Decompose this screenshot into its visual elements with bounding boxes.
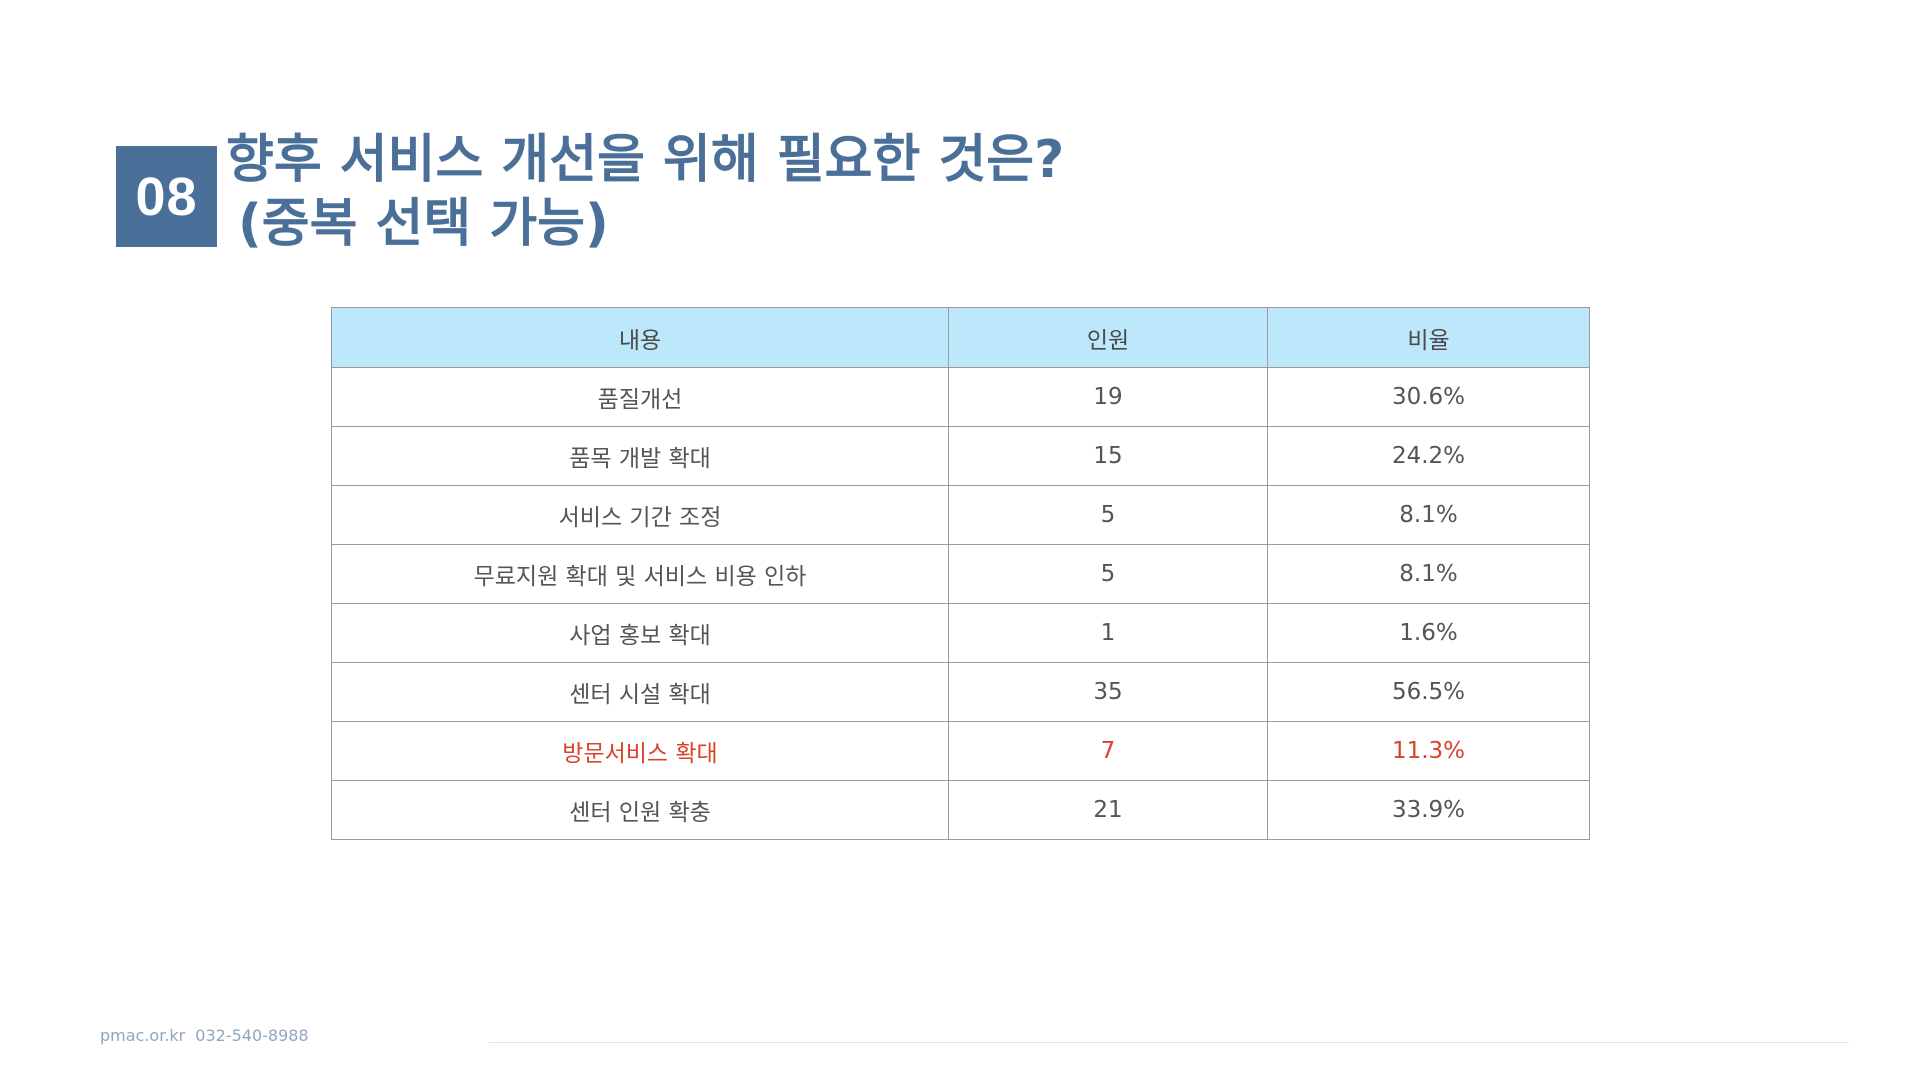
cell-count: 5 xyxy=(948,544,1268,604)
cell-ratio: 1.6% xyxy=(1267,603,1590,663)
footer-divider xyxy=(489,1042,1849,1043)
footer-phone: 032-540-8988 xyxy=(195,1026,309,1045)
title-line-1: 향후 서비스 개선을 위해 필요한 것은? xyxy=(226,130,1065,190)
cell-content: 센터 인원 확충 xyxy=(331,780,949,840)
cell-ratio: 11.3% xyxy=(1267,721,1590,781)
cell-count: 7 xyxy=(948,721,1268,781)
title-line-2: (중복 선택 가능) xyxy=(238,194,609,254)
cell-ratio: 56.5% xyxy=(1267,662,1590,722)
column-header-count: 인원 xyxy=(948,307,1268,368)
cell-count: 21 xyxy=(948,780,1268,840)
table-row: 사업 홍보 확대 1 1.6% xyxy=(331,603,1590,663)
section-number-badge: 08 xyxy=(116,146,217,247)
cell-content: 무료지원 확대 및 서비스 비용 인하 xyxy=(331,544,949,604)
cell-ratio: 8.1% xyxy=(1267,544,1590,604)
footer-contact: pmac.or.kr 032-540-8988 xyxy=(100,1026,309,1045)
page-title: 향후 서비스 개선을 위해 필요한 것은? (중복 선택 가능) xyxy=(226,128,1326,256)
cell-count: 15 xyxy=(948,426,1268,486)
cell-count: 19 xyxy=(948,367,1268,427)
table-row: 방문서비스 확대 7 11.3% xyxy=(331,721,1590,781)
table-row: 센터 시설 확대 35 56.5% xyxy=(331,662,1590,722)
cell-content: 서비스 기간 조정 xyxy=(331,485,949,545)
cell-ratio: 8.1% xyxy=(1267,485,1590,545)
cell-ratio: 33.9% xyxy=(1267,780,1590,840)
column-header-ratio: 비율 xyxy=(1267,307,1590,368)
table-header-row: 내용 인원 비율 xyxy=(331,307,1590,368)
table-row: 서비스 기간 조정 5 8.1% xyxy=(331,485,1590,545)
cell-content: 품질개선 xyxy=(331,367,949,427)
table-row: 품질개선 19 30.6% xyxy=(331,367,1590,427)
cell-count: 5 xyxy=(948,485,1268,545)
table-row: 품목 개발 확대 15 24.2% xyxy=(331,426,1590,486)
cell-content: 방문서비스 확대 xyxy=(331,721,949,781)
survey-results-table: 내용 인원 비율 품질개선 19 30.6% 품목 개발 확대 15 24.2% 서비스 기… xyxy=(331,307,1590,840)
cell-ratio: 30.6% xyxy=(1267,367,1590,427)
cell-content: 품목 개발 확대 xyxy=(331,426,949,486)
column-header-content: 내용 xyxy=(331,307,949,368)
cell-content: 센터 시설 확대 xyxy=(331,662,949,722)
table-row: 센터 인원 확충 21 33.9% xyxy=(331,780,1590,840)
table-body: 품질개선 19 30.6% 품목 개발 확대 15 24.2% 서비스 기간 조정 5 8.1%… xyxy=(331,367,1590,840)
cell-content: 사업 홍보 확대 xyxy=(331,603,949,663)
table-row: 무료지원 확대 및 서비스 비용 인하 5 8.1% xyxy=(331,544,1590,604)
cell-ratio: 24.2% xyxy=(1267,426,1590,486)
footer-website: pmac.or.kr xyxy=(100,1026,186,1045)
cell-count: 1 xyxy=(948,603,1268,663)
cell-count: 35 xyxy=(948,662,1268,722)
